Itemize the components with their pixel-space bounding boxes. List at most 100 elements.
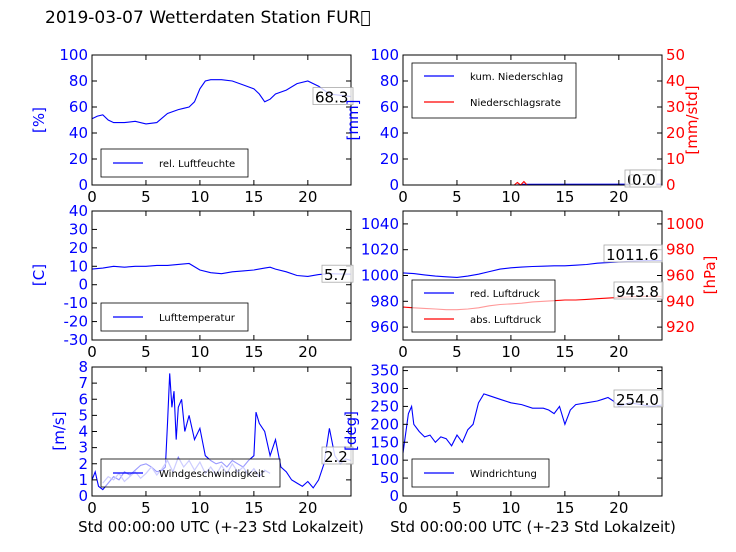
y-right-tick-label-pressure-0: 920: [666, 318, 695, 336]
y-tick-label-pressure-3: 1020: [361, 241, 399, 259]
legend-box-pressure: [411, 279, 556, 333]
x-tick-label-humidity-4: 20: [298, 188, 317, 206]
end-value-label-temperature: 5.7: [324, 266, 348, 284]
y-axis-right-label-precipitation: [mm/std]: [683, 85, 701, 154]
x-tick-label-pressure-1: 5: [452, 343, 462, 361]
y-tick-label-wind_direction-6: 300: [370, 380, 399, 398]
y-right-tick-label-precipitation-1: 10: [666, 150, 685, 168]
y-axis-label-temperature: [C]: [30, 264, 48, 286]
legend-label-humidity-0: rel. Luftfeuchte: [159, 159, 235, 170]
y-tick-label-wind_speed-1: 1: [78, 471, 88, 489]
x-tick-label-temperature-3: 15: [244, 343, 263, 361]
x-tick-label-humidity-3: 15: [244, 188, 263, 206]
y-tick-label-wind_direction-7: 350: [370, 362, 399, 380]
series-line-temperature-0: [91, 262, 352, 277]
x-tick-label-pressure-0: 0: [398, 343, 408, 361]
y-tick-label-wind_speed-7: 7: [78, 374, 88, 392]
chart-panel-temperature: 0 5 10 15 20-30-20-10010203040[C]Lufttempera…: [30, 202, 354, 361]
x-tick-label-wind_speed-1: 5: [141, 499, 151, 517]
end-value-box-temperature: [321, 264, 354, 283]
x-tick-label-wind_speed-2: 10: [190, 499, 209, 517]
y-tick-label-temperature-0: -30: [64, 331, 89, 349]
x-tick-label-wind_speed-4: 20: [298, 499, 317, 517]
y-tick-label-precipitation-3: 60: [380, 98, 399, 116]
chart-panel-wind_direction: 0 5 10 15 20050100150200250300350[deg]Windri…: [342, 362, 664, 517]
y-tick-label-wind_direction-5: 250: [370, 397, 399, 415]
plot-frame-precipitation: [402, 54, 663, 186]
x-axis-label-right: Std 00:00:00 UTC (+-23 Std Lokalzeit): [390, 518, 676, 536]
y-tick-label-humidity-4: 80: [69, 72, 88, 90]
end-value-right-label-pressure: 943.8: [616, 283, 659, 301]
y-right-tick-label-pressure-1: 940: [666, 292, 695, 310]
legend-label-wind_direction-0: Windrichtung: [470, 469, 537, 480]
chart-panel-precipitation: 0 5 10 15 20 0 20 40 60 80 100 0 10 20 30 40 50 [mm] [mm/s…: [344, 46, 701, 206]
y-tick-label-humidity-0: 0: [78, 176, 88, 194]
x-tick-label-wind_direction-4: 20: [609, 499, 628, 517]
y-axis-label-precipitation: [mm]: [344, 100, 362, 141]
y-axis-label-wind_direction: [deg]: [342, 411, 360, 451]
series-line-precipitation-1: [403, 180, 662, 186]
legend-label-wind_speed-0: Windgeschwindigkeit: [159, 469, 265, 480]
series-line-humidity-0: [91, 79, 352, 125]
plot-frame-humidity: [91, 54, 352, 186]
end-value-box-pressure: [603, 244, 663, 263]
y-tick-label-humidity-5: 100: [59, 46, 88, 64]
x-tick-label-pressure-4: 20: [609, 343, 628, 361]
y-tick-label-wind_direction-1: 50: [380, 469, 399, 487]
end-value-label-wind_direction: 254.0: [616, 391, 659, 409]
end-value-label-humidity: 68.3: [315, 89, 348, 107]
x-tick-label-humidity-1: 5: [141, 188, 151, 206]
y-axis-label-humidity: [%]: [30, 107, 48, 133]
y-tick-label-pressure-4: 1040: [361, 215, 399, 233]
y-right-tick-label-pressure-3: 980: [666, 241, 695, 259]
x-tick-label-humidity-0: 0: [87, 188, 97, 206]
x-tick-label-precipitation-1: 5: [452, 188, 462, 206]
legend-label-temperature-0: Lufttemperatur: [159, 313, 236, 324]
page-title: 2019-03-07 Wetterdaten Station FUR : [45, 8, 371, 28]
chart-panel-wind_speed: 0 5 10 15 20012345678[m/s]Windgeschwindigkei…: [50, 358, 354, 517]
x-tick-label-wind_direction-2: 10: [501, 499, 520, 517]
x-tick-label-precipitation-3: 15: [555, 188, 574, 206]
x-tick-label-wind_speed-3: 15: [244, 499, 263, 517]
x-tick-label-precipitation-4: 20: [609, 188, 628, 206]
x-tick-label-pressure-3: 15: [555, 343, 574, 361]
y-tick-label-wind_speed-5: 5: [78, 406, 88, 424]
y-right-tick-label-precipitation-2: 20: [666, 124, 685, 142]
y-tick-label-wind_speed-2: 2: [78, 455, 88, 473]
legend-label-precipitation-0: kum. Niederschlag: [470, 72, 563, 83]
y-right-tick-label-pressure-4: 1000: [666, 215, 704, 233]
y-tick-label-temperature-6: 30: [69, 220, 88, 238]
end-value-box-wind_direction: [613, 389, 664, 408]
x-tick-label-precipitation-2: 10: [501, 188, 520, 206]
y-tick-label-temperature-5: 20: [69, 239, 88, 257]
y-right-tick-label-pressure-2: 960: [666, 267, 695, 285]
y-tick-label-wind_direction-0: 0: [389, 487, 399, 505]
y-right-tick-label-precipitation-4: 40: [666, 72, 685, 90]
y-tick-label-wind_speed-4: 4: [78, 423, 88, 441]
y-tick-label-precipitation-1: 20: [380, 150, 399, 168]
y-tick-label-wind_direction-3: 150: [370, 433, 399, 451]
x-tick-label-wind_direction-1: 5: [452, 499, 462, 517]
x-tick-label-temperature-4: 20: [298, 343, 317, 361]
x-tick-label-pressure-2: 10: [501, 343, 520, 361]
y-axis-right-label-pressure: [hPa]: [701, 256, 719, 295]
x-axis-label-left: Std 00:00:00 UTC (+-23 Std Lokalzeit): [78, 518, 364, 536]
x-tick-label-wind_speed-0: 0: [87, 499, 97, 517]
end-value-right-box-precipitation: [629, 169, 662, 188]
end-value-label-wind_speed: 2.2: [324, 448, 348, 466]
x-tick-label-precipitation-0: 0: [398, 188, 408, 206]
y-tick-label-temperature-2: -10: [64, 294, 89, 312]
y-tick-label-humidity-1: 20: [69, 150, 88, 168]
legend-label-precipitation-1: Niederschlagsrate: [470, 98, 561, 109]
y-tick-label-pressure-2: 1000: [361, 267, 399, 285]
legend-label-pressure-1: abs. Luftdruck: [470, 315, 541, 326]
chart-panel-pressure: 0 5 10 15 20 960 980 1000 1020 1040 920 940 960 980 10…: [361, 210, 719, 361]
y-tick-label-humidity-3: 60: [69, 98, 88, 116]
y-tick-label-precipitation-4: 80: [380, 72, 399, 90]
y-tick-label-pressure-0: 960: [370, 318, 399, 336]
y-tick-label-wind_direction-4: 200: [370, 415, 399, 433]
y-tick-label-humidity-2: 40: [69, 124, 88, 142]
y-right-tick-label-precipitation-5: 50: [666, 46, 685, 64]
end-value-box-humidity: [312, 87, 354, 105]
x-tick-label-wind_direction-0: 0: [398, 499, 408, 517]
